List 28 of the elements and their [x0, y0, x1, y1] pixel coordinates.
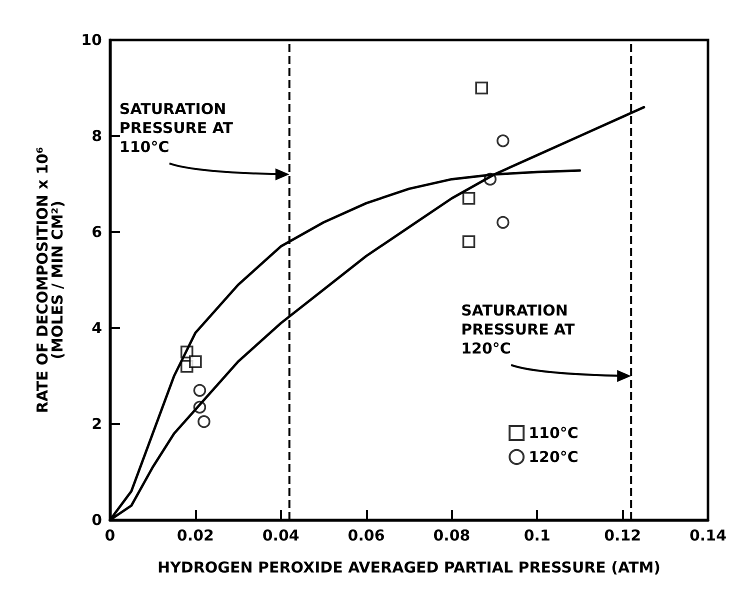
y-tick-label: 0 [92, 511, 102, 529]
y-tick-label: 8 [92, 127, 102, 145]
x-tick-label: 0.04 [262, 526, 300, 544]
y-tick-label: 4 [92, 319, 102, 337]
point [189, 355, 202, 368]
y-tick-label: 2 [92, 415, 102, 433]
y-tick-label: 6 [92, 223, 102, 241]
point [198, 415, 210, 428]
x-tick-label: 0 [104, 526, 116, 544]
y-tick-label: 10 [81, 31, 102, 49]
x-tick-label: 0.1 [524, 526, 550, 544]
y-axis-title: RATE OF DECOMPOSITION x 10⁶ (MOLES / MIN CM²) [34, 146, 66, 414]
point [496, 216, 510, 229]
point [475, 82, 488, 94]
point [496, 134, 510, 148]
x-tick-label: 0.12 [604, 526, 642, 544]
x-tick-label: 0.02 [176, 526, 214, 544]
x-tick-label: 0.14 [689, 526, 727, 544]
x-tick-label: 0.06 [348, 526, 385, 544]
ref-line-label: SATURATION PRESSURE AT 110°C [119, 100, 234, 156]
legend-label: 110°C [528, 424, 578, 442]
point [462, 192, 476, 205]
point [462, 235, 476, 248]
ref-line-label: SATURATION PRESSURE AT 120°C [461, 302, 576, 358]
x-tick-label: 0.08 [433, 526, 470, 544]
legend-label: 120°C [528, 448, 578, 466]
point [193, 384, 206, 397]
x-axis-title: HYDROGEN PEROXIDE AVERAGED PARTIAL PRESSURE (ATM) [158, 558, 660, 576]
